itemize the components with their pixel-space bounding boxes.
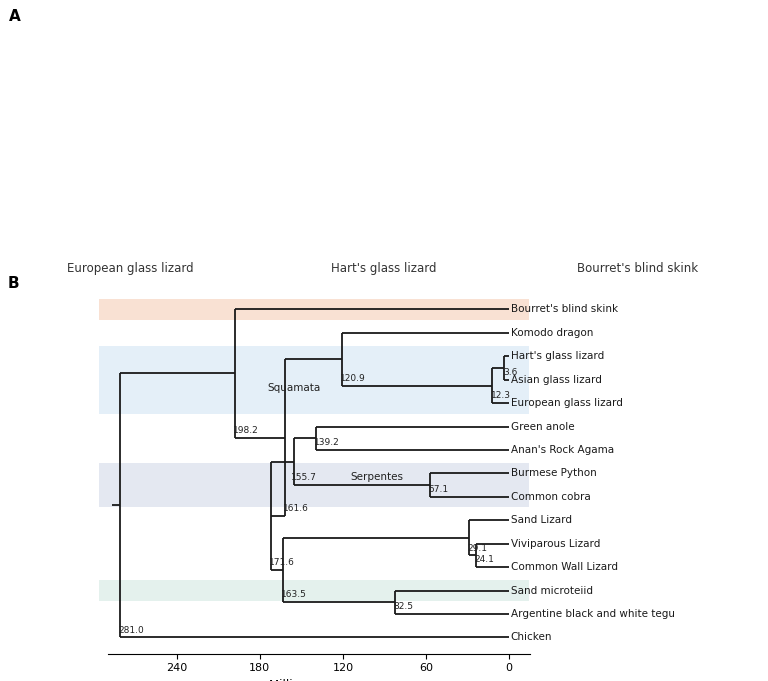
Text: A: A: [9, 9, 21, 24]
Text: Sand microteiid: Sand microteiid: [511, 586, 593, 595]
Text: Hart's glass lizard: Hart's glass lizard: [331, 262, 437, 274]
Text: European glass lizard: European glass lizard: [68, 262, 194, 274]
Bar: [99, 463, 528, 507]
Text: Hart's glass lizard: Hart's glass lizard: [511, 351, 604, 362]
Text: B: B: [8, 276, 19, 291]
Text: Komodo dragon: Komodo dragon: [511, 328, 593, 338]
Text: 24.1: 24.1: [475, 555, 495, 565]
Text: 171.6: 171.6: [270, 558, 295, 567]
Text: 163.5: 163.5: [280, 590, 306, 599]
Bar: [99, 346, 528, 413]
Text: Bourret's blind skink: Bourret's blind skink: [511, 304, 617, 315]
Bar: [99, 580, 528, 601]
Text: Burmese Python: Burmese Python: [511, 469, 596, 479]
Text: European glass lizard: European glass lizard: [511, 398, 622, 408]
Text: 198.2: 198.2: [233, 426, 258, 434]
Text: Green anole: Green anole: [511, 422, 574, 432]
Text: 82.5: 82.5: [393, 602, 413, 611]
Text: 29.1: 29.1: [468, 543, 488, 552]
Text: 120.9: 120.9: [339, 374, 366, 383]
Text: Sand Lizard: Sand Lizard: [511, 516, 571, 525]
Text: 281.0: 281.0: [118, 626, 144, 635]
Text: Chicken: Chicken: [511, 633, 552, 642]
Text: Common Wall Lizard: Common Wall Lizard: [511, 562, 617, 572]
Text: 57.1: 57.1: [429, 485, 449, 494]
Text: 139.2: 139.2: [314, 438, 340, 447]
Text: Squamata: Squamata: [268, 383, 321, 393]
Text: 12.3: 12.3: [491, 392, 511, 400]
Text: Viviparous Lizard: Viviparous Lizard: [511, 539, 600, 549]
Text: 3.6: 3.6: [504, 368, 518, 377]
Text: 161.6: 161.6: [283, 504, 310, 513]
Text: Anan's Rock Agama: Anan's Rock Agama: [511, 445, 614, 455]
Text: Argentine black and white tegu: Argentine black and white tegu: [511, 609, 674, 619]
Text: 155.7: 155.7: [291, 473, 317, 482]
Text: Bourret's blind skink: Bourret's blind skink: [577, 262, 698, 274]
X-axis label: Million years ago: Million years ago: [269, 679, 369, 681]
Text: Common cobra: Common cobra: [511, 492, 591, 502]
Bar: [99, 299, 528, 320]
Text: Asian glass lizard: Asian glass lizard: [511, 375, 601, 385]
Text: Serpentes: Serpentes: [350, 472, 403, 481]
